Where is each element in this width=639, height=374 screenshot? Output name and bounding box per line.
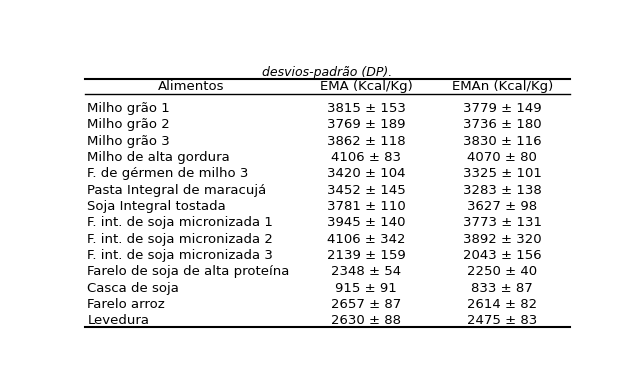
Text: 4106 ± 83: 4106 ± 83 xyxy=(331,151,401,164)
Text: 2043 ± 156: 2043 ± 156 xyxy=(463,249,541,262)
Text: Levedura: Levedura xyxy=(88,315,150,328)
Text: Casca de soja: Casca de soja xyxy=(88,282,179,295)
Text: 3779 ± 149: 3779 ± 149 xyxy=(463,102,541,115)
Text: 3736 ± 180: 3736 ± 180 xyxy=(463,118,541,131)
Text: 2250 ± 40: 2250 ± 40 xyxy=(467,266,537,278)
Text: EMAn (Kcal/Kg): EMAn (Kcal/Kg) xyxy=(452,80,553,93)
Text: 3283 ± 138: 3283 ± 138 xyxy=(463,184,542,197)
Text: Farelo arroz: Farelo arroz xyxy=(88,298,165,311)
Text: F. int. de soja micronizada 1: F. int. de soja micronizada 1 xyxy=(88,217,273,229)
Text: 3830 ± 116: 3830 ± 116 xyxy=(463,135,541,148)
Text: Milho de alta gordura: Milho de alta gordura xyxy=(88,151,230,164)
Text: F. int. de soja micronizada 2: F. int. de soja micronizada 2 xyxy=(88,233,273,246)
Text: Milho grão 3: Milho grão 3 xyxy=(88,135,170,148)
Text: 3945 ± 140: 3945 ± 140 xyxy=(327,217,406,229)
Text: 833 ± 87: 833 ± 87 xyxy=(472,282,533,295)
Text: 2657 ± 87: 2657 ± 87 xyxy=(331,298,401,311)
Text: Alimentos: Alimentos xyxy=(158,80,225,93)
Text: 2614 ± 82: 2614 ± 82 xyxy=(467,298,537,311)
Text: 3627 ± 98: 3627 ± 98 xyxy=(467,200,537,213)
Text: Milho grão 1: Milho grão 1 xyxy=(88,102,170,115)
Text: 2630 ± 88: 2630 ± 88 xyxy=(331,315,401,328)
Text: 3781 ± 110: 3781 ± 110 xyxy=(327,200,406,213)
Text: 4106 ± 342: 4106 ± 342 xyxy=(327,233,406,246)
Text: 3773 ± 131: 3773 ± 131 xyxy=(463,217,542,229)
Text: Milho grão 2: Milho grão 2 xyxy=(88,118,170,131)
Text: 3815 ± 153: 3815 ± 153 xyxy=(327,102,406,115)
Text: 4070 ± 80: 4070 ± 80 xyxy=(467,151,537,164)
Text: EMA (Kcal/Kg): EMA (Kcal/Kg) xyxy=(320,80,413,93)
Text: 3862 ± 118: 3862 ± 118 xyxy=(327,135,406,148)
Text: 3452 ± 145: 3452 ± 145 xyxy=(327,184,406,197)
Text: Pasta Integral de maracujá: Pasta Integral de maracujá xyxy=(88,184,266,197)
Text: F. int. de soja micronizada 3: F. int. de soja micronizada 3 xyxy=(88,249,273,262)
Text: 2475 ± 83: 2475 ± 83 xyxy=(467,315,537,328)
Text: desvios-padrão (DP).: desvios-padrão (DP). xyxy=(263,66,392,79)
Text: 915 ± 91: 915 ± 91 xyxy=(335,282,397,295)
Text: 3325 ± 101: 3325 ± 101 xyxy=(463,167,542,180)
Text: F. de gérmen de milho 3: F. de gérmen de milho 3 xyxy=(88,167,249,180)
Text: 3892 ± 320: 3892 ± 320 xyxy=(463,233,541,246)
Text: 3769 ± 189: 3769 ± 189 xyxy=(327,118,406,131)
Text: 2139 ± 159: 2139 ± 159 xyxy=(327,249,406,262)
Text: Farelo de soja de alta proteína: Farelo de soja de alta proteína xyxy=(88,266,289,278)
Text: 2348 ± 54: 2348 ± 54 xyxy=(331,266,401,278)
Text: Soja Integral tostada: Soja Integral tostada xyxy=(88,200,226,213)
Text: 3420 ± 104: 3420 ± 104 xyxy=(327,167,406,180)
